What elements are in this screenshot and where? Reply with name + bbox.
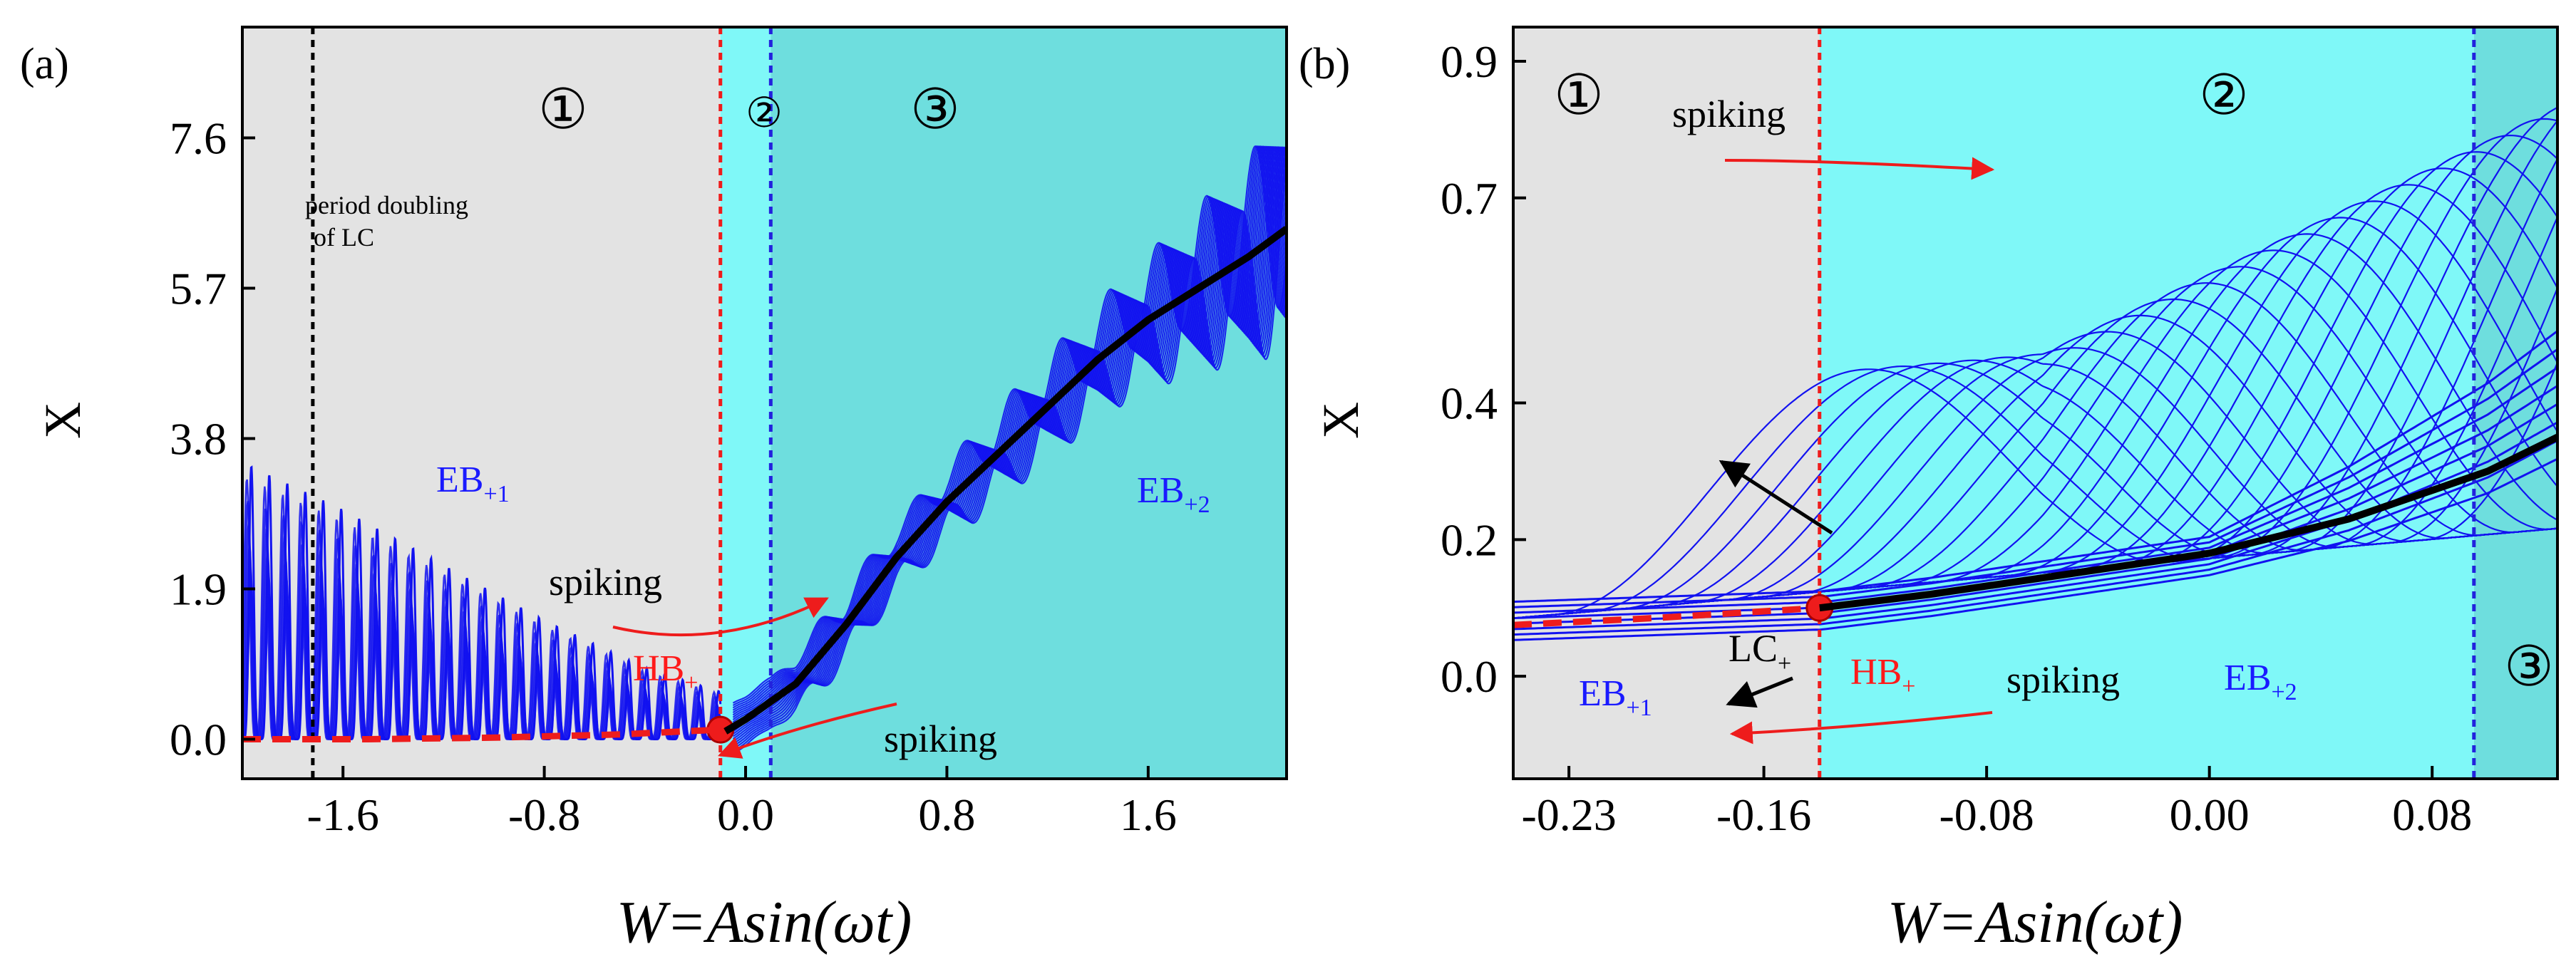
orbit-band-b bbox=[1513, 366, 2557, 614]
y-tick-label: 0.2 bbox=[1441, 514, 1498, 565]
stable-equilibrium-line bbox=[723, 226, 1287, 735]
eb1-label-b: EB+1 bbox=[1579, 673, 1652, 721]
region-2-label-b: ② bbox=[2199, 64, 2249, 126]
spiking-arrow-b2 bbox=[1729, 711, 1993, 745]
region-2-band bbox=[1819, 27, 2474, 779]
eb2-orbit-a bbox=[732, 145, 1287, 716]
panel-b: -0.23 -0.16 -0.08 0.00 0.08 0.0 0.2 0.4 0.7 0.9 (… bbox=[1299, 26, 2559, 955]
x-tick-label: 0.00 bbox=[2170, 789, 2250, 840]
period-doubling-label-2: of LC bbox=[314, 223, 374, 252]
x-tick-label: 0.08 bbox=[2392, 789, 2472, 840]
y-tick-label: 0.4 bbox=[1441, 378, 1498, 429]
x-tick-label: 1.6 bbox=[1120, 789, 1177, 840]
period-doubling-label: period doubling bbox=[305, 191, 468, 219]
lc-arrow-up bbox=[1719, 460, 1833, 535]
y-tick-label: 1.9 bbox=[170, 564, 227, 614]
panel-a-ylabel: X bbox=[34, 402, 91, 439]
y-tick-label: 3.8 bbox=[170, 413, 227, 464]
region-2-label-a: ② bbox=[746, 90, 783, 136]
orbit-band-b bbox=[1513, 440, 2557, 636]
lc-arrow-down bbox=[1726, 676, 1793, 708]
hb-label-a: HB+ bbox=[633, 648, 698, 696]
region-1-label-b: ① bbox=[1554, 64, 1604, 126]
y-tick-label: 7.6 bbox=[170, 113, 227, 163]
panel-a: -1.6 -0.8 0.0 0.8 1.6 0.0 1.9 3.8 5.7 7.6 (a) X W… bbox=[20, 26, 1288, 955]
orbit-band-b bbox=[1513, 403, 2557, 625]
spiking-label-b1: spiking bbox=[1672, 93, 1786, 135]
panel-b-axes: -0.23 -0.16 -0.08 0.00 0.08 0.0 0.2 0.4 0.7 0.9 bbox=[1441, 36, 2472, 840]
eb2-orbit-a bbox=[732, 145, 1287, 711]
spiking-label-a2: spiking bbox=[884, 717, 997, 760]
unstable-equilibrium-line bbox=[242, 726, 721, 742]
y-tick-label: 0.0 bbox=[1441, 651, 1498, 702]
eb2-orbit-a bbox=[732, 145, 1287, 718]
orbit-band-b bbox=[1513, 457, 2557, 641]
stable-equilibrium-line bbox=[1819, 434, 2557, 612]
panel-b-curves bbox=[1513, 106, 2557, 641]
region-1-band bbox=[1513, 27, 1820, 779]
panel-b-label: (b) bbox=[1299, 40, 1350, 88]
x-tick-label: -0.16 bbox=[1716, 789, 1811, 840]
panel-b-xlabel: W=Asin(ωt) bbox=[1887, 889, 2183, 955]
orbit-band-b bbox=[1513, 348, 2557, 608]
panel-a-xlabel: W=Asin(ωt) bbox=[617, 889, 912, 955]
panel-b-equilibria bbox=[1513, 434, 2557, 628]
hb-label-b: HB+ bbox=[1850, 652, 1915, 700]
x-tick-label: -0.08 bbox=[1939, 789, 2034, 840]
region-2-band bbox=[720, 27, 771, 779]
region-3-label-a: ③ bbox=[910, 78, 960, 140]
x-tick-label: 0.8 bbox=[918, 789, 975, 840]
y-tick-label: 5.7 bbox=[170, 263, 227, 313]
eb2-label-b: EB+2 bbox=[2224, 658, 2297, 705]
eb2-orbit-a bbox=[732, 145, 1287, 723]
lc-label-b: LC+ bbox=[1729, 627, 1791, 677]
eb1-label-a: EB+1 bbox=[436, 460, 510, 507]
panel-a-axes: -1.6 -0.8 0.0 0.8 1.6 0.0 1.9 3.8 5.7 7.6 bbox=[170, 113, 1177, 840]
y-tick-label: 0.0 bbox=[170, 714, 227, 765]
region-3-label-b: ③ bbox=[2504, 636, 2554, 698]
region-1-label-a: ① bbox=[538, 78, 588, 140]
spiking-arrow-a2 bbox=[718, 703, 897, 759]
x-tick-label: -0.8 bbox=[508, 789, 580, 840]
panel-b-ylabel: X bbox=[1312, 402, 1369, 439]
y-tick-label: 0.7 bbox=[1441, 173, 1498, 224]
panel-a-label: (a) bbox=[20, 40, 69, 88]
spiking-label-b2: spiking bbox=[2006, 658, 2120, 701]
eb1-orbit-a bbox=[242, 479, 721, 740]
spiking-arrow-b1 bbox=[1724, 157, 1995, 180]
orbit-band-b bbox=[1513, 330, 2557, 603]
panel-a-frame bbox=[241, 26, 1288, 780]
x-tick-label: -0.23 bbox=[1521, 789, 1616, 840]
x-tick-label: -1.6 bbox=[307, 789, 379, 840]
x-tick-label: 0.0 bbox=[717, 789, 774, 840]
spiking-arrow-a1 bbox=[612, 597, 829, 637]
y-tick-label: 0.9 bbox=[1441, 36, 1498, 87]
eb2-orbit-a bbox=[732, 145, 1287, 713]
eb2-label-a: EB+2 bbox=[1137, 470, 1210, 518]
panel-a-equilibria bbox=[242, 226, 1287, 742]
spiking-label-a1: spiking bbox=[549, 561, 662, 603]
unstable-equilibrium-line bbox=[1513, 604, 1820, 628]
